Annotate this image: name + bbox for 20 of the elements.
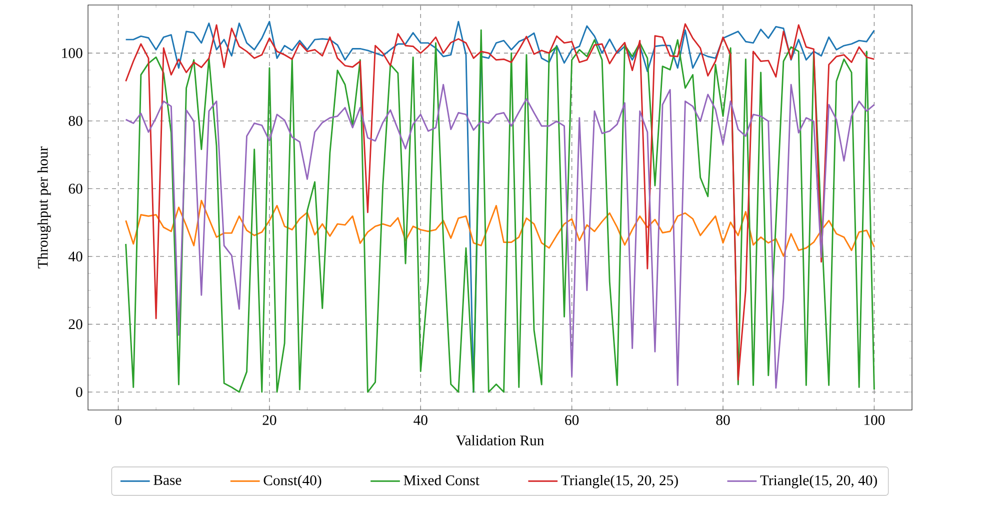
legend-label: Const(40) [264, 474, 322, 488]
x-axis-title: Validation Run [456, 435, 544, 446]
y-tick-label: 40 [68, 252, 82, 262]
legend-label: Triangle(15, 20, 40) [760, 474, 877, 488]
x-tick-label: 60 [565, 415, 579, 426]
y-tick-label: 100 [62, 48, 82, 58]
legend-label: Mixed Const [404, 474, 480, 486]
x-tick-label: 0 [115, 415, 122, 426]
y-axis-title: Throughput per hour [37, 146, 51, 268]
legend-label: Triangle(15, 20, 25) [561, 474, 678, 488]
y-tick-label: 0 [76, 387, 82, 397]
y-tick-label: 60 [68, 184, 82, 194]
legend-label: Base [154, 475, 182, 485]
x-tick-label: 20 [262, 415, 276, 426]
x-tick-label: 100 [864, 415, 885, 426]
x-tick-label: 40 [414, 415, 428, 426]
line-series [125, 84, 875, 389]
y-tick-label: 20 [68, 319, 82, 330]
x-tick-label: 80 [716, 415, 730, 426]
y-tick-label: 80 [68, 116, 82, 126]
